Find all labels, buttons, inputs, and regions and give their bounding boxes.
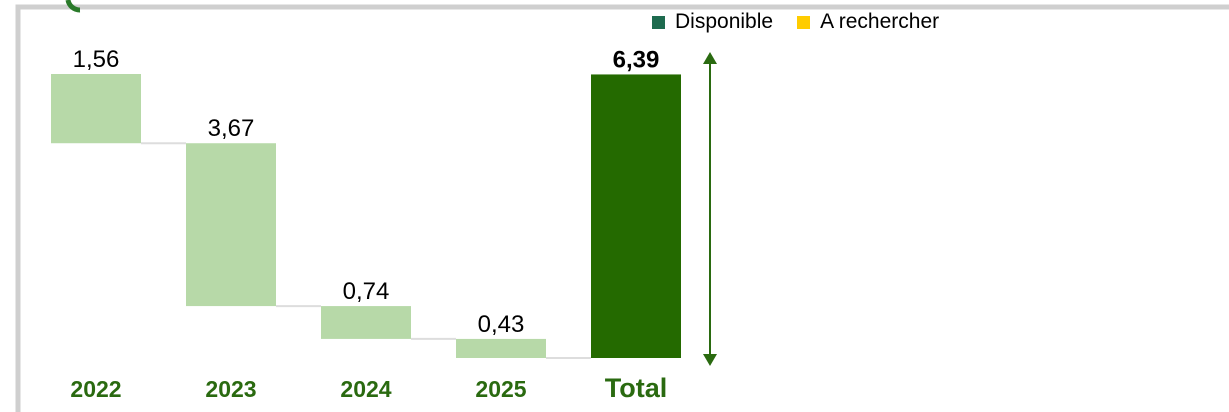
legend-swatch-a-rechercher xyxy=(797,15,811,29)
arrow-head-up xyxy=(703,52,717,64)
value-label: 6,39 xyxy=(613,46,660,73)
category-label: 2024 xyxy=(340,376,391,402)
bar-2025 xyxy=(456,338,546,358)
value-label: 0,74 xyxy=(343,278,390,305)
legend: Disponible A rechercher xyxy=(652,10,963,34)
bar-2022 xyxy=(51,74,141,144)
legend-label-disponible: Disponible xyxy=(675,10,774,33)
legend-swatch-disponible xyxy=(652,15,665,29)
value-label: 0,43 xyxy=(478,311,525,338)
category-label: Total xyxy=(605,373,668,403)
category-label: 2025 xyxy=(475,376,526,402)
total-bar xyxy=(591,74,681,358)
value-label: 1,56 xyxy=(73,46,120,73)
arrow-head-down xyxy=(703,354,717,366)
legend-item-disponible: Disponible xyxy=(652,10,773,34)
bar-2024 xyxy=(321,306,411,339)
bar-2023 xyxy=(186,143,276,307)
category-label: 2022 xyxy=(70,376,121,402)
legend-item-a-rechercher: A rechercher xyxy=(797,10,939,34)
category-label: 2023 xyxy=(205,376,256,402)
legend-label-a-rechercher: A rechercher xyxy=(820,10,940,33)
value-label: 3,67 xyxy=(208,115,255,142)
